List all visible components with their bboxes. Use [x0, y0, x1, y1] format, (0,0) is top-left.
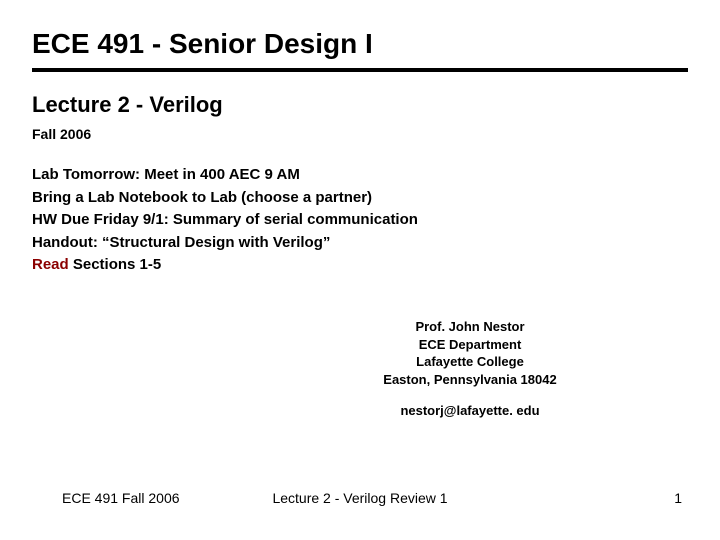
- slide-title: ECE 491 - Senior Design I: [32, 28, 688, 60]
- professor-block: Prof. John Nestor ECE Department Lafayet…: [280, 318, 660, 420]
- read-line: Read Sections 1-5: [32, 254, 688, 277]
- announcement-line: Lab Tomorrow: Meet in 400 AEC 9 AM: [32, 164, 688, 187]
- announcement-line: Handout: “Structural Design with Verilog…: [32, 232, 688, 255]
- announcements-block: Lab Tomorrow: Meet in 400 AEC 9 AM Bring…: [32, 164, 688, 277]
- professor-email: nestorj@lafayette. edu: [280, 402, 660, 420]
- term-label: Fall 2006: [32, 126, 688, 142]
- slide: ECE 491 - Senior Design I Lecture 2 - Ve…: [0, 0, 720, 540]
- professor-college: Lafayette College: [280, 353, 660, 371]
- read-label: Read: [32, 256, 69, 273]
- announcement-line: HW Due Friday 9/1: Summary of serial com…: [32, 209, 688, 232]
- slide-subtitle: Lecture 2 - Verilog: [32, 92, 688, 118]
- footer: ECE 491 Fall 2006 Lecture 2 - Verilog Re…: [0, 490, 720, 506]
- footer-center: Lecture 2 - Verilog Review 1: [272, 490, 447, 506]
- announcement-line: Bring a Lab Notebook to Lab (choose a pa…: [32, 187, 688, 210]
- professor-name: Prof. John Nestor: [280, 318, 660, 336]
- footer-right: 1: [674, 490, 682, 506]
- footer-left: ECE 491 Fall 2006: [62, 490, 180, 506]
- title-rule: [32, 68, 688, 72]
- professor-dept: ECE Department: [280, 336, 660, 354]
- professor-location: Easton, Pennsylvania 18042: [280, 371, 660, 389]
- read-rest: Sections 1-5: [69, 256, 162, 273]
